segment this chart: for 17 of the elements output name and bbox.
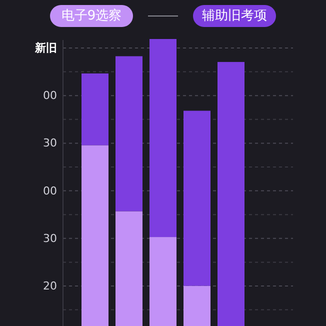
bar: [218, 62, 244, 326]
bar: [184, 286, 210, 326]
bar: [150, 39, 176, 238]
bar: [116, 56, 142, 212]
text: 电子9选察: [61, 8, 122, 24]
bar: [184, 110, 210, 286]
text: 20: [43, 280, 57, 292]
bar: [82, 145, 108, 326]
bar: [116, 211, 142, 326]
text: 辅助旧考项: [202, 8, 267, 24]
text: 00: [43, 184, 57, 198]
text: 30: [43, 136, 57, 150]
text: 00: [43, 89, 57, 102]
text: 30: [43, 232, 57, 245]
bar: [82, 73, 108, 146]
text: 新旧: [34, 42, 57, 54]
bar: [150, 237, 176, 326]
